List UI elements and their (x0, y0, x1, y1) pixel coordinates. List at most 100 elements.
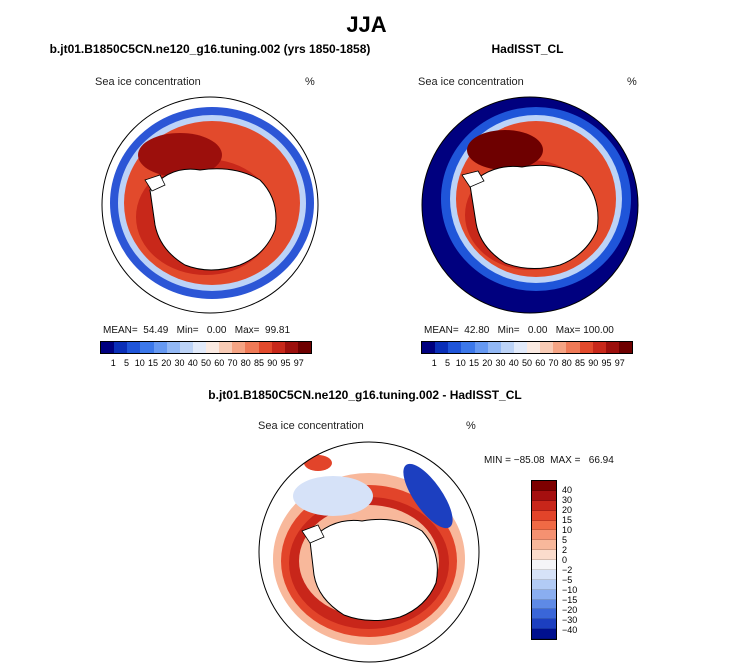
colorbar-tick-label: −2 (562, 565, 573, 575)
colorbar-swatch (605, 342, 619, 353)
colorbar-swatch (579, 342, 593, 353)
colorbar-swatch (500, 342, 514, 353)
colorbar-tick-label: 10 (134, 358, 145, 368)
colorbar-tick-label: 30 (174, 358, 185, 368)
left-variable-label: Sea ice concentration (95, 76, 201, 88)
diff-panel-title: b.jt01.B1850C5CN.ne120_g16.tuning.002 - … (208, 388, 522, 402)
colorbar-tick-label: −10 (562, 585, 578, 595)
left-panel-title: b.jt01.B1850C5CN.ne120_g16.tuning.002 (y… (49, 42, 371, 56)
colorbar-swatch (487, 342, 501, 353)
right-stats: MEAN= 42.80 Min= 0.00 Max= 100.00 (424, 325, 614, 336)
colorbar-tick-label: 80 (561, 358, 572, 368)
colorbar-tick-label: 95 (601, 358, 612, 368)
colorbar-tick-label: 97 (614, 358, 625, 368)
colorbar-swatch (532, 589, 556, 600)
left-polar-map (101, 96, 319, 314)
colorbar-swatch (532, 520, 556, 531)
colorbar-swatch (435, 342, 449, 353)
colorbar-swatch (114, 342, 128, 353)
colorbar-swatch (532, 481, 556, 491)
colorbar-tick-label: 1 (431, 358, 437, 368)
colorbar-tick-label: 90 (588, 358, 599, 368)
colorbar-swatch (532, 599, 556, 610)
colorbar-swatch (284, 342, 298, 353)
right-variable-label: Sea ice concentration (418, 76, 524, 88)
colorbar-tick-label: 40 (562, 485, 573, 495)
colorbar-swatch (297, 342, 311, 353)
colorbar-swatch (245, 342, 259, 353)
colorbar-swatch (553, 342, 567, 353)
colorbar-swatch (219, 342, 233, 353)
colorbar-swatch (532, 550, 556, 560)
diff-variable-label: Sea ice concentration (258, 420, 364, 432)
colorbar-swatch (532, 510, 556, 521)
colorbar-swatch (532, 560, 556, 570)
colorbar-tick-label: 60 (535, 358, 546, 368)
colorbar-tick-label: 5 (444, 358, 451, 368)
colorbar-swatch (192, 342, 206, 353)
colorbar-tick-label: 10 (562, 525, 573, 535)
left-unit-label: % (305, 76, 315, 88)
diff-unit-label: % (466, 420, 476, 432)
diff-colorbar (531, 480, 557, 640)
colorbar-tick-label: 50 (521, 358, 533, 368)
colorbar-tick-label: 60 (214, 358, 225, 368)
colorbar-swatch (232, 342, 246, 353)
colorbar-swatch (532, 540, 556, 551)
colorbar-tick-label: −20 (562, 605, 578, 615)
colorbar-swatch (474, 342, 488, 353)
colorbar-tick-label: 1 (110, 358, 116, 368)
colorbar-tick-label: −15 (562, 595, 578, 605)
colorbar-swatch (566, 342, 580, 353)
colorbar-swatch (532, 530, 556, 541)
colorbar-tick-label: 70 (227, 358, 238, 368)
colorbar-swatch (258, 342, 272, 353)
colorbar-swatch (532, 629, 556, 639)
colorbar-swatch (140, 342, 154, 353)
colorbar-tick-label: 20 (562, 505, 573, 515)
colorbar-swatch (532, 569, 556, 580)
colorbar-tick-label: 40 (508, 358, 519, 368)
colorbar-tick-label: 15 (468, 358, 480, 368)
colorbar-swatch (532, 500, 556, 511)
colorbar-swatch (532, 609, 556, 620)
colorbar-tick-label: 80 (240, 358, 251, 368)
colorbar-tick-label: 2 (562, 545, 568, 555)
main-title: JJA (346, 12, 387, 37)
colorbar-swatch (461, 342, 475, 353)
colorbar-swatch (513, 342, 527, 353)
colorbar-swatch (532, 490, 556, 501)
right-panel-title: HadISST_CL (491, 42, 564, 56)
colorbar-tick-label: 30 (495, 358, 506, 368)
colorbar-swatch (540, 342, 554, 353)
colorbar-tick-label: 5 (123, 358, 130, 368)
colorbar-tick-label: 90 (267, 358, 278, 368)
right-polar-map (421, 96, 639, 314)
colorbar-tick-label: 0 (562, 555, 568, 565)
colorbar-swatch (166, 342, 180, 353)
colorbar-swatch (532, 619, 556, 630)
diff-polar-map (258, 441, 480, 663)
colorbar-swatch (448, 342, 462, 353)
colorbar-tick-label: 10 (455, 358, 466, 368)
colorbar-swatch (532, 579, 556, 590)
colorbar-swatch (592, 342, 606, 353)
diff-colorbar-ticks: 40 30 20 15 10 5 2 0 −2 −5 −10 −15 −20 −30 −40 (562, 480, 602, 640)
colorbar-swatch (179, 342, 193, 353)
colorbar-tick-label: −30 (562, 615, 578, 625)
colorbar-swatch (422, 342, 436, 353)
left-stats: MEAN= 54.49 Min= 0.00 Max= 99.81 (103, 325, 291, 336)
colorbar-tick-label: 85 (574, 358, 586, 368)
right-colorbar (421, 341, 633, 354)
colorbar-tick-label: 5 (562, 535, 568, 545)
colorbar-tick-label: 50 (200, 358, 212, 368)
colorbar-tick-label: 30 (562, 495, 573, 505)
colorbar-tick-label: 97 (293, 358, 304, 368)
colorbar-tick-label: 20 (482, 358, 493, 368)
colorbar-tick-label: −40 (562, 625, 578, 635)
colorbar-tick-label: −5 (562, 575, 573, 585)
colorbar-swatch (271, 342, 285, 353)
diff-stats: MIN = −85.08 MAX = 66.94 (484, 455, 614, 466)
colorbar-tick-label: 95 (280, 358, 291, 368)
colorbar-swatch (101, 342, 115, 353)
